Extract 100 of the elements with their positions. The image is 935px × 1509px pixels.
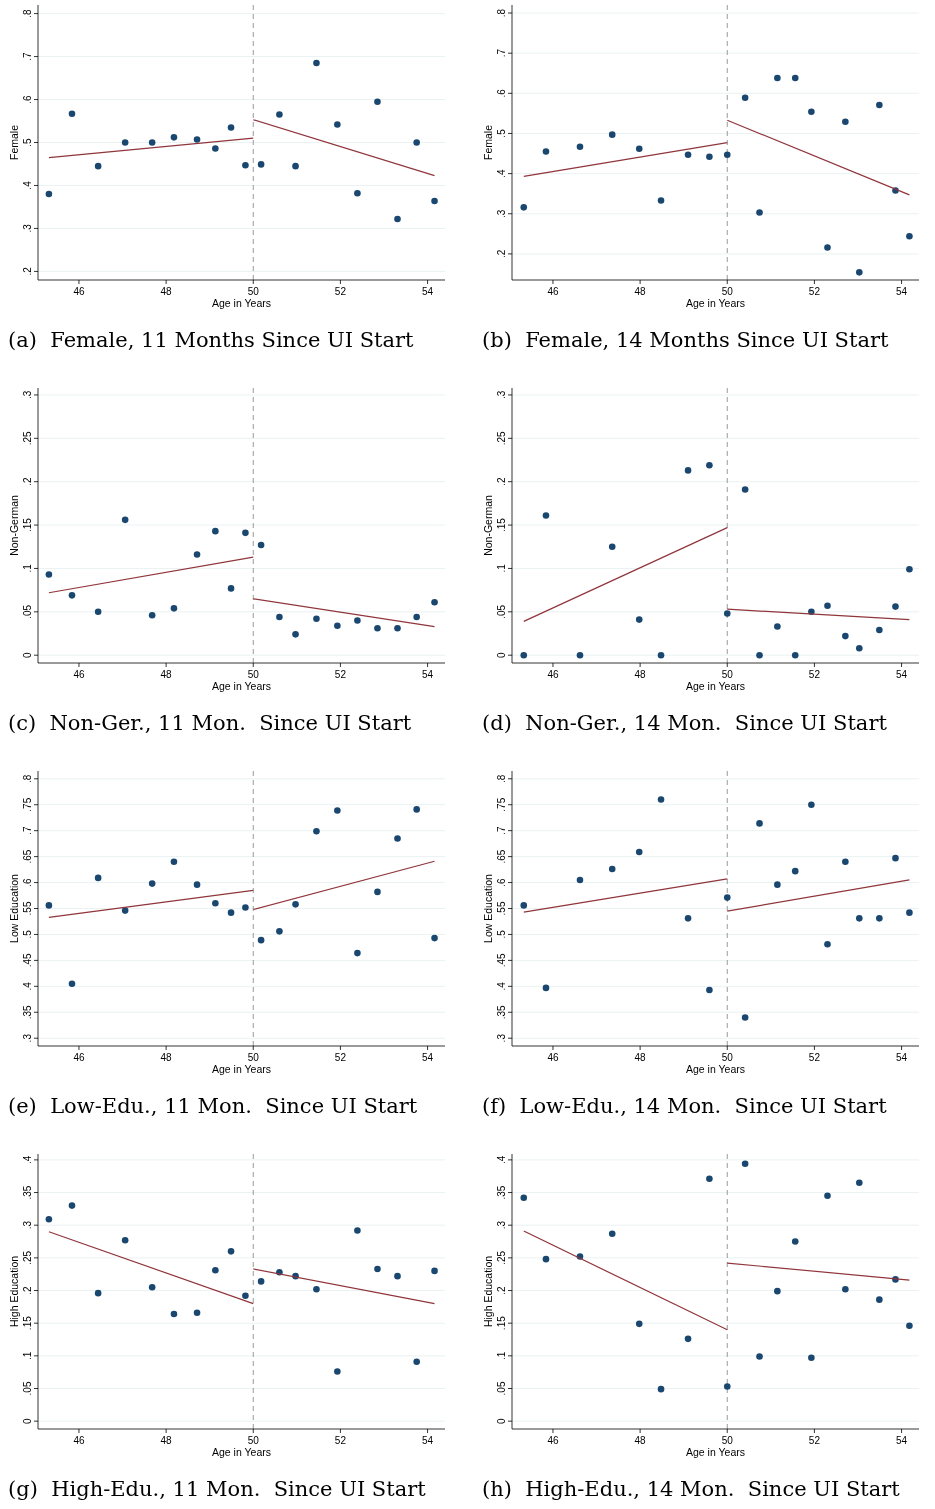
point	[276, 111, 283, 118]
point	[394, 215, 401, 223]
point	[774, 1287, 781, 1295]
y-tick-label: .3	[496, 390, 507, 400]
point	[292, 631, 299, 638]
point	[334, 622, 341, 629]
point	[68, 592, 76, 599]
y-tick-label: .25	[496, 430, 507, 446]
point	[354, 949, 361, 957]
point	[876, 626, 883, 634]
point	[257, 541, 265, 549]
y-tick-label: .3	[22, 1220, 33, 1230]
point	[413, 139, 420, 146]
y-tick-label: .6	[496, 88, 507, 98]
x-tick-label: 52	[808, 1052, 821, 1063]
x-tick-label: 54	[896, 669, 908, 680]
point	[657, 197, 665, 204]
y-tick-label: .3	[496, 1220, 507, 1230]
point	[45, 571, 53, 578]
point	[374, 625, 381, 632]
point	[68, 980, 76, 988]
point	[212, 527, 219, 535]
point	[635, 848, 643, 856]
point	[892, 603, 899, 610]
x-tick-label: 54	[422, 1435, 434, 1446]
y-tick-label: .05	[22, 604, 33, 619]
y-tick-label: .05	[496, 1381, 507, 1396]
point	[121, 907, 129, 914]
point	[313, 59, 320, 67]
x-tick-label: 50	[721, 1435, 734, 1446]
point	[227, 124, 235, 131]
y-tick-label: .75	[496, 797, 507, 812]
point	[635, 616, 643, 623]
point	[684, 467, 692, 474]
y-tick-label: 0	[496, 1417, 507, 1424]
point	[723, 151, 731, 159]
point	[808, 1354, 815, 1362]
point	[413, 806, 420, 813]
point	[723, 1383, 731, 1390]
point	[276, 613, 283, 621]
point	[394, 625, 401, 632]
point	[170, 134, 178, 141]
x-tick-label: 46	[73, 286, 85, 297]
point	[170, 605, 178, 612]
x-tick-label: 52	[334, 1052, 347, 1063]
y-tick-label: .8	[22, 774, 33, 783]
point	[520, 204, 528, 211]
point	[212, 1266, 219, 1274]
point	[608, 1230, 616, 1237]
point	[808, 108, 815, 116]
y-tick-label: .6	[22, 94, 33, 104]
point	[193, 136, 201, 143]
point	[334, 1368, 341, 1375]
y-tick-label: .7	[496, 826, 507, 835]
y-tick-label: .75	[22, 797, 33, 812]
point	[774, 881, 781, 888]
x-tick-label: 52	[808, 286, 821, 297]
point	[45, 902, 53, 909]
y-tick-label: .1	[496, 1351, 507, 1361]
y-tick-label: .4	[496, 1155, 507, 1165]
point	[94, 162, 102, 170]
point	[856, 269, 863, 276]
y-axis-title: High Education	[482, 1255, 494, 1328]
point	[791, 651, 799, 659]
point	[94, 1289, 102, 1297]
point	[657, 1385, 665, 1393]
y-tick-label: .05	[496, 604, 507, 619]
y-axis-title: High Education	[8, 1255, 20, 1328]
point	[791, 1238, 799, 1245]
point	[68, 1202, 76, 1209]
x-tick-label: 50	[247, 1435, 260, 1446]
point	[635, 1320, 643, 1328]
y-tick-label: .4	[22, 1155, 33, 1165]
x-tick-label: 48	[634, 286, 647, 297]
text: (c) Non-Ger., 11 Mon. Since UI Start	[8, 711, 412, 735]
point	[148, 1283, 156, 1291]
point	[741, 1160, 749, 1168]
point	[374, 888, 381, 896]
y-tick-label: .8	[22, 8, 33, 18]
point	[334, 807, 341, 814]
point	[706, 153, 713, 161]
point	[706, 986, 713, 994]
y-axis-title: Low Education	[8, 873, 20, 943]
y-tick-label: .2	[496, 477, 507, 486]
point	[170, 1310, 178, 1318]
x-tick-label: 54	[422, 1052, 434, 1063]
x-tick-label: 54	[896, 286, 908, 297]
y-tick-label: .3	[496, 1033, 507, 1043]
point	[257, 1278, 265, 1285]
y-axis-title: Non-German	[482, 495, 494, 556]
point	[121, 139, 129, 146]
x-tick-label: 46	[547, 1435, 559, 1446]
point	[842, 632, 849, 640]
point	[212, 145, 219, 152]
point	[576, 876, 584, 884]
point	[354, 617, 361, 624]
point	[542, 984, 550, 992]
point	[394, 835, 401, 842]
point	[542, 148, 550, 155]
point	[68, 110, 76, 118]
